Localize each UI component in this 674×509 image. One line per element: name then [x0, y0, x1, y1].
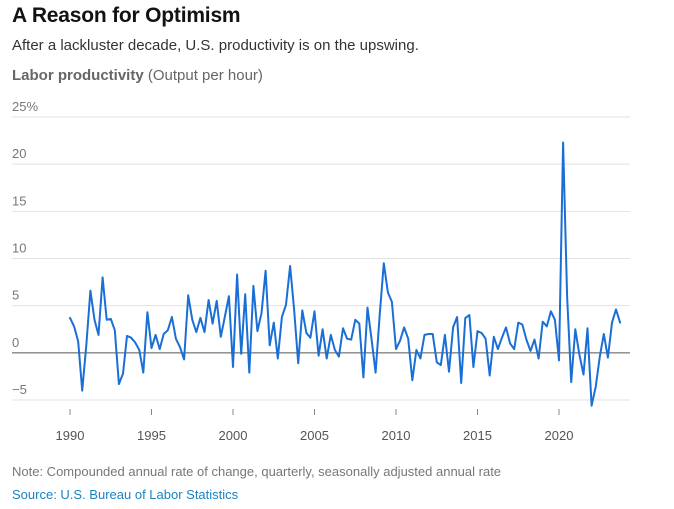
- y-tick-label: 20: [12, 146, 26, 161]
- x-tick-label: 2015: [463, 428, 492, 443]
- x-tick-label: 1995: [137, 428, 166, 443]
- y-tick-label: 0: [12, 335, 19, 350]
- y-axis-title-main: Labor productivity: [12, 67, 144, 84]
- grid-lines: [12, 116, 630, 401]
- chart-title: A Reason for Optimism: [12, 4, 241, 27]
- y-axis-title-unit: (Output per hour): [147, 67, 263, 84]
- x-tick-label: 2000: [219, 428, 248, 443]
- y-axis-title: Labor productivity (Output per hour): [12, 67, 263, 84]
- series-line: [69, 141, 622, 407]
- x-tick-label: 2005: [300, 428, 329, 443]
- y-tick-label: 25%: [12, 99, 38, 114]
- x-tick-label: 1990: [56, 428, 85, 443]
- y-tick-label: 10: [12, 241, 26, 256]
- series-layer: [69, 141, 622, 407]
- y-axis-ticks: 25% 20 15 10 5 0 −5: [12, 99, 38, 397]
- chart-source: Source: U.S. Bureau of Labor Statistics: [12, 487, 239, 502]
- y-tick-label: 5: [12, 288, 19, 303]
- x-tick-label: 2010: [382, 428, 411, 443]
- x-axis-ticks: 1990 1995 2000 2005 2010 2015 2020: [56, 409, 574, 443]
- x-tick-label: 2020: [545, 428, 574, 443]
- y-tick-label: −5: [12, 382, 27, 397]
- chart-subtitle: After a lackluster decade, U.S. producti…: [12, 37, 419, 54]
- chart-note: Note: Compounded annual rate of change, …: [12, 464, 502, 479]
- y-tick-label: 15: [12, 193, 26, 208]
